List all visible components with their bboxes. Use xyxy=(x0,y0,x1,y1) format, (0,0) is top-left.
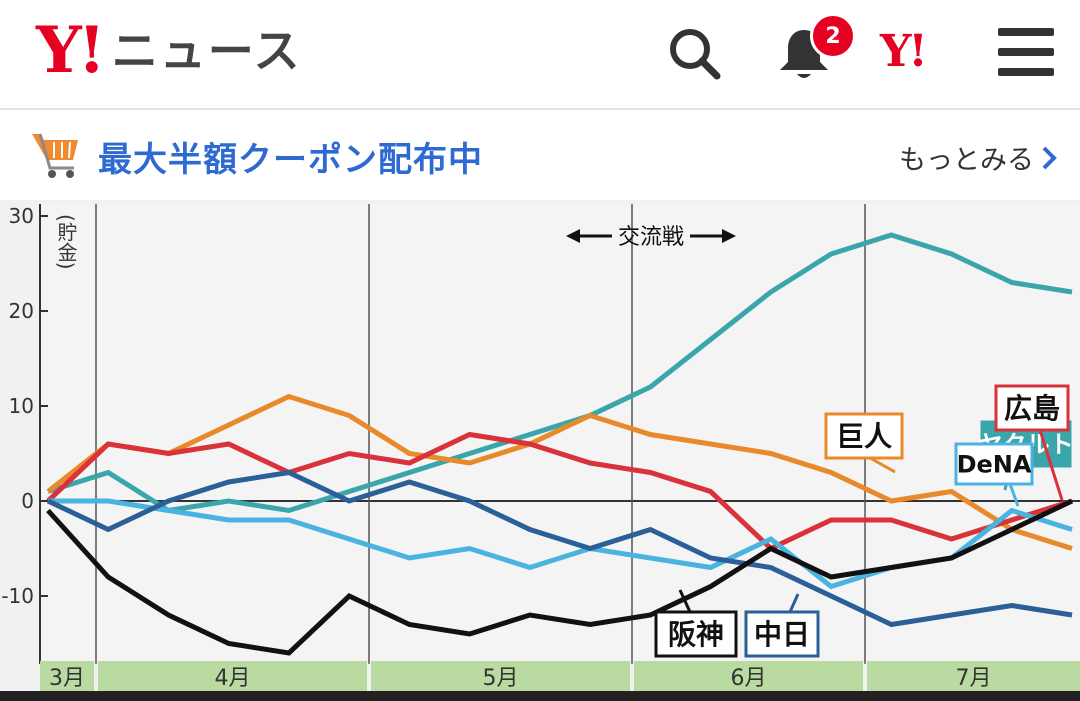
interleague-annotation: 交流戦 xyxy=(618,225,684,250)
series-label-5: 阪神 xyxy=(668,618,724,651)
series-pointer-3 xyxy=(1008,483,1020,507)
series-line-5 xyxy=(46,498,1074,656)
series-line-4 xyxy=(46,469,1073,628)
series-label-box-3 xyxy=(954,442,1034,486)
see-more-link[interactable]: もっとみる xyxy=(899,138,1058,177)
see-more-label: もっとみる xyxy=(899,145,1034,176)
series-pointer-5 xyxy=(678,589,692,613)
series-pointer-1 xyxy=(869,456,896,474)
series-label-box-5 xyxy=(654,610,738,658)
y-tick-label-2: 10 xyxy=(9,394,34,418)
hamburger-menu-icon[interactable] xyxy=(998,28,1054,76)
coupon-promo-banner[interactable]: 最大半額クーポン配布中 もっとみる xyxy=(0,110,1080,200)
y-axis-label: (貯金) xyxy=(54,214,78,270)
series-label-1: 巨人 xyxy=(836,420,892,453)
search-icon[interactable] xyxy=(665,24,725,84)
annotation-arrowhead-left xyxy=(566,229,580,243)
month-band-2 xyxy=(371,661,630,691)
series-label-box-1 xyxy=(824,412,904,460)
month-label-0: 3月 xyxy=(49,666,85,691)
y-tick-label-0: 30 xyxy=(9,204,34,228)
series-label-4: 中日 xyxy=(754,618,810,651)
month-band-1 xyxy=(98,661,367,691)
app-header: Y! ニュース 2 Y! xyxy=(0,0,1080,110)
month-band-3 xyxy=(634,661,863,691)
yahoo-brand-icon[interactable]: Y! xyxy=(880,26,928,77)
y-tick-label-1: 20 xyxy=(9,299,34,323)
promo-title: 最大半額クーポン配布中 xyxy=(98,140,483,180)
logo-news-text: ニュース xyxy=(111,24,302,78)
month-label-1: 4月 xyxy=(215,666,251,691)
month-band-4 xyxy=(867,661,1080,691)
y-tick-label-3: 0 xyxy=(21,489,34,513)
y-tick-label-4: -10 xyxy=(1,584,34,608)
bottom-edge xyxy=(0,691,1080,701)
annotation-arrowhead-right xyxy=(722,229,736,243)
yahoo-logo-mark: Y! xyxy=(36,13,106,88)
series-label-box-2 xyxy=(994,384,1070,432)
yahoo-news-logo[interactable]: Y! ニュース xyxy=(36,16,301,86)
series-line-0 xyxy=(47,232,1073,514)
chevron-right-icon xyxy=(1042,146,1057,169)
series-pointer-4 xyxy=(788,593,800,613)
series-label-box-4 xyxy=(744,610,820,658)
month-label-2: 5月 xyxy=(483,666,519,691)
month-label-4: 7月 xyxy=(956,666,992,691)
notification-badge: 2 xyxy=(810,13,856,59)
series-pointer-2 xyxy=(1038,429,1064,501)
series-line-2 xyxy=(46,431,1073,552)
series-line-1 xyxy=(46,393,1073,551)
series-label-3: DeNA xyxy=(957,451,1032,479)
month-band-0 xyxy=(40,661,94,691)
shopping-cart-icon xyxy=(30,128,82,180)
plot-area xyxy=(40,204,1080,664)
month-label-3: 6月 xyxy=(731,666,767,691)
series-label-2: 広島 xyxy=(1004,392,1060,425)
